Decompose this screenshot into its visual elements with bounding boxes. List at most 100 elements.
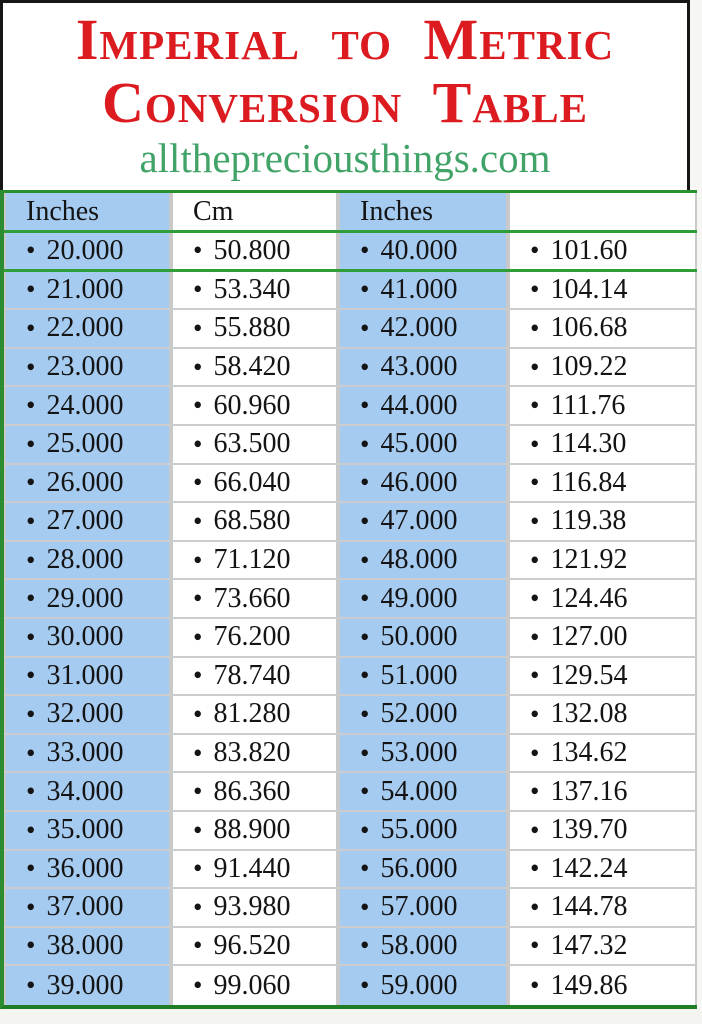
bullet-icon: • bbox=[26, 970, 36, 1001]
cell-value: 59.000 bbox=[380, 969, 458, 1001]
cell-value: 30.000 bbox=[46, 621, 124, 653]
bullet-icon: • bbox=[360, 351, 370, 382]
cell-value: 132.08 bbox=[550, 698, 628, 730]
cell-value: 37.000 bbox=[46, 891, 124, 923]
table-cell: • 91.440 bbox=[171, 850, 338, 888]
table-cell: • 93.980 bbox=[171, 889, 338, 926]
bullet-icon: • bbox=[360, 930, 370, 961]
table-cell: • 63.500 bbox=[171, 425, 338, 463]
table-cell: • 27.000 bbox=[4, 503, 171, 540]
table-cell: • 127.00 bbox=[508, 618, 697, 656]
bullet-icon: • bbox=[193, 312, 203, 343]
bullet-icon: • bbox=[360, 428, 370, 459]
table-cell: • 31.000 bbox=[4, 657, 171, 695]
table-cell: • 78.740 bbox=[171, 657, 338, 695]
bullet-icon: • bbox=[26, 312, 36, 343]
table-cell: • 116.84 bbox=[508, 464, 697, 502]
bullet-icon: • bbox=[26, 235, 36, 266]
cell-value: 55.880 bbox=[213, 312, 291, 344]
cell-value: 50.000 bbox=[380, 621, 458, 653]
table-cell: • 50.800 bbox=[171, 233, 338, 269]
bullet-icon: • bbox=[26, 891, 36, 922]
table-row: • 25.000 • 63.500 • 45.000 • 114.30 bbox=[4, 425, 697, 465]
cell-value: 137.16 bbox=[550, 775, 628, 807]
cell-value: 58.420 bbox=[213, 351, 291, 383]
table-cell: • 66.040 bbox=[171, 464, 338, 502]
bullet-icon: • bbox=[530, 235, 540, 266]
cell-value: 78.740 bbox=[213, 659, 291, 691]
bullet-icon: • bbox=[193, 776, 203, 807]
table-cell: • 44.000 bbox=[338, 387, 508, 424]
bottom-margin bbox=[0, 1010, 702, 1024]
table-row: • 33.000 • 83.820 • 53.000 • 134.62 bbox=[4, 734, 697, 774]
table-row: • 28.000 • 71.120 • 48.000 • 121.92 bbox=[4, 541, 697, 581]
table-row: • 39.000 • 99.060 • 59.000 • 149.86 bbox=[4, 966, 697, 1005]
cell-value: 53.340 bbox=[213, 273, 291, 305]
cell-value: 73.660 bbox=[213, 582, 291, 614]
cell-value: 32.000 bbox=[46, 698, 124, 730]
cell-value: 24.000 bbox=[46, 389, 124, 421]
table-row: • 29.000 • 73.660 • 49.000 • 124.46 bbox=[4, 580, 697, 619]
table-row: • 32.000 • 81.280 • 52.000 • 132.08 bbox=[4, 696, 697, 735]
cell-value: 121.92 bbox=[550, 544, 628, 576]
table-cell: • 104.14 bbox=[508, 271, 697, 309]
cell-value: 22.000 bbox=[46, 312, 124, 344]
bullet-icon: • bbox=[193, 891, 203, 922]
table-cell: • 20.000 bbox=[4, 233, 171, 269]
table-cell: • 45.000 bbox=[338, 425, 508, 463]
cell-value: 54.000 bbox=[380, 775, 458, 807]
bullet-icon: • bbox=[26, 390, 36, 421]
table-cell: • 101.60 bbox=[508, 233, 697, 269]
table-cell: • 22.000 bbox=[4, 310, 171, 347]
table-cell: • 149.86 bbox=[508, 966, 697, 1005]
cell-value: 96.520 bbox=[213, 929, 291, 961]
cell-value: 119.38 bbox=[550, 505, 627, 537]
table-cell: • 52.000 bbox=[338, 696, 508, 733]
table-row: • 34.000 • 86.360 • 54.000 • 137.16 bbox=[4, 773, 697, 812]
table-cell: • 109.22 bbox=[508, 348, 697, 386]
cell-value: 55.000 bbox=[380, 814, 458, 846]
table-cell: • 49.000 bbox=[338, 580, 508, 617]
bullet-icon: • bbox=[530, 930, 540, 961]
bullet-icon: • bbox=[26, 698, 36, 729]
cell-value: 147.32 bbox=[550, 929, 628, 961]
table-cell: • 81.280 bbox=[171, 696, 338, 733]
title-card: Imperial to Metric Conversion Table allt… bbox=[0, 0, 690, 195]
cell-value: 36.000 bbox=[46, 852, 124, 884]
table-row: • 23.000 • 58.420 • 43.000 • 109.22 bbox=[4, 348, 697, 388]
cell-value: 60.960 bbox=[213, 389, 291, 421]
bullet-icon: • bbox=[360, 505, 370, 536]
table-cell: • 38.000 bbox=[4, 927, 171, 965]
table-body: • 20.000 • 50.800 • 40.000 • 101.60 • 21.000 • 53.3… bbox=[4, 233, 697, 1005]
bullet-icon: • bbox=[360, 891, 370, 922]
cell-value: 139.70 bbox=[550, 814, 628, 846]
table-cell: • 25.000 bbox=[4, 425, 171, 463]
table-cell: • 33.000 bbox=[4, 734, 171, 772]
table-cell: • 23.000 bbox=[4, 348, 171, 386]
table-cell: • 41.000 bbox=[338, 271, 508, 309]
table-row: • 31.000 • 78.740 • 51.000 • 129.54 bbox=[4, 657, 697, 697]
column-header-inches: Inches bbox=[338, 193, 508, 230]
column-header-empty bbox=[508, 193, 697, 230]
bullet-icon: • bbox=[360, 544, 370, 575]
cell-value: 91.440 bbox=[213, 852, 291, 884]
cell-value: 53.000 bbox=[380, 737, 458, 769]
cell-value: 104.14 bbox=[550, 273, 628, 305]
cell-value: 71.120 bbox=[213, 544, 291, 576]
bullet-icon: • bbox=[193, 621, 203, 652]
table-cell: • 114.30 bbox=[508, 425, 697, 463]
table-cell: • 121.92 bbox=[508, 541, 697, 579]
bullet-icon: • bbox=[26, 660, 36, 691]
bullet-icon: • bbox=[26, 467, 36, 498]
cell-value: 28.000 bbox=[46, 544, 124, 576]
table-cell: • 55.880 bbox=[171, 310, 338, 347]
cell-value: 27.000 bbox=[46, 505, 124, 537]
table-row: • 37.000 • 93.980 • 57.000 • 144.78 bbox=[4, 889, 697, 928]
table-cell: • 129.54 bbox=[508, 657, 697, 695]
table-cell: • 58.420 bbox=[171, 348, 338, 386]
table-row: • 36.000 • 91.440 • 56.000 • 142.24 bbox=[4, 850, 697, 890]
table-cell: • 56.000 bbox=[338, 850, 508, 888]
table-row: • 22.000 • 55.880 • 42.000 • 106.68 bbox=[4, 310, 697, 349]
bullet-icon: • bbox=[530, 737, 540, 768]
bullet-icon: • bbox=[193, 737, 203, 768]
